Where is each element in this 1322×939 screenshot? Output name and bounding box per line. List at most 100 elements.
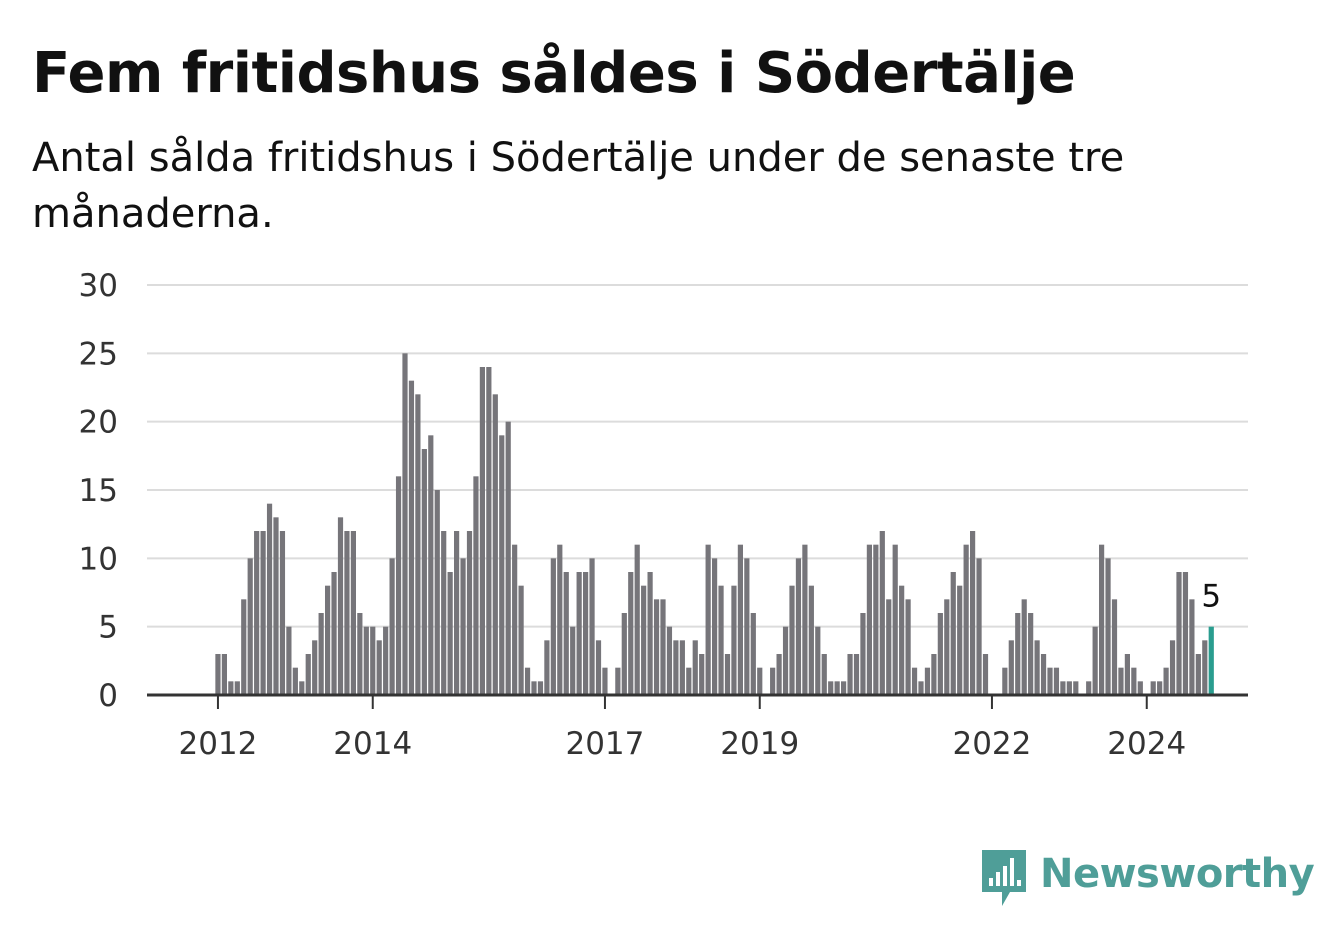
bar	[653, 599, 660, 695]
bar	[460, 558, 466, 695]
y-tick-label: 25	[79, 336, 118, 372]
bar	[718, 585, 724, 695]
bar	[866, 544, 872, 695]
y-tick-label: 15	[79, 473, 118, 509]
bar	[892, 544, 898, 695]
x-tick-label: 2017	[565, 726, 644, 762]
bar	[1124, 654, 1130, 695]
bar	[886, 599, 892, 695]
bar	[421, 449, 427, 695]
bar	[318, 613, 324, 695]
y-tick-label: 5	[98, 610, 118, 646]
bar	[692, 640, 698, 695]
bar	[408, 380, 415, 695]
x-tick-label: 2014	[333, 726, 412, 762]
bar	[325, 585, 331, 695]
bar	[1099, 544, 1105, 695]
bar	[918, 681, 924, 695]
bar	[537, 681, 544, 695]
chart-title: Fem fritidshus såldes i Södertälje	[32, 41, 1076, 106]
bar	[1008, 640, 1014, 695]
bar-highlight	[1208, 626, 1214, 695]
bar	[337, 517, 344, 695]
bar	[221, 654, 227, 695]
bar	[744, 558, 750, 695]
bar	[737, 544, 743, 695]
bar	[1073, 681, 1079, 695]
bar	[808, 585, 814, 695]
bar	[466, 531, 473, 695]
bar	[815, 626, 821, 695]
bar	[615, 667, 621, 695]
bar	[583, 572, 589, 695]
bar	[383, 626, 389, 695]
bar	[679, 640, 685, 695]
bar	[279, 531, 286, 695]
bar	[1047, 667, 1053, 695]
bar	[486, 367, 492, 695]
bar	[505, 421, 511, 695]
bar	[524, 667, 531, 695]
bar	[944, 599, 950, 695]
bar	[260, 531, 266, 695]
bar	[428, 435, 434, 695]
bar	[499, 435, 505, 695]
bar	[750, 613, 756, 695]
bar	[841, 681, 847, 695]
bar	[1157, 681, 1163, 695]
bar	[931, 654, 937, 695]
bar	[550, 558, 556, 695]
bar	[1150, 681, 1156, 695]
bar	[589, 558, 595, 695]
bar	[982, 654, 989, 695]
bar	[576, 572, 582, 695]
bars	[215, 353, 1214, 695]
bar	[1086, 681, 1092, 695]
bar	[924, 667, 931, 695]
bar	[957, 585, 963, 695]
bar	[1189, 599, 1195, 695]
bar	[1053, 667, 1060, 695]
bar	[241, 599, 247, 695]
bar	[705, 544, 711, 695]
highlight-value-label: 5	[1201, 579, 1221, 615]
bar	[228, 681, 234, 695]
bar	[634, 544, 640, 695]
bar	[621, 613, 627, 695]
bar	[531, 681, 537, 695]
bar	[770, 667, 776, 695]
bar	[1118, 667, 1124, 695]
bar	[757, 667, 763, 695]
bar	[686, 667, 692, 695]
bar	[402, 353, 408, 695]
bar	[699, 654, 705, 695]
bar	[1028, 613, 1034, 695]
bar	[395, 476, 402, 695]
bar	[905, 599, 911, 695]
bar	[312, 640, 318, 695]
bar	[828, 681, 834, 695]
bar	[782, 626, 789, 695]
bar	[266, 503, 273, 695]
bar	[847, 654, 853, 695]
bar	[853, 654, 860, 695]
bar	[376, 640, 382, 695]
bar	[1034, 640, 1040, 695]
bar	[1066, 681, 1072, 695]
gridlines	[147, 284, 1248, 628]
bar	[873, 544, 879, 695]
bar	[937, 613, 943, 695]
y-axis-ticks: 0 5 10 15 20 25 30	[79, 268, 118, 714]
bar	[660, 599, 666, 695]
bar	[286, 626, 292, 695]
bar	[512, 544, 518, 695]
bar	[963, 544, 969, 695]
bar	[570, 626, 576, 695]
bar	[1131, 667, 1137, 695]
logo-text: Newsworthy	[1040, 851, 1315, 897]
bar	[434, 490, 440, 695]
bar	[976, 558, 982, 695]
bar	[666, 626, 673, 695]
bar	[1060, 681, 1066, 695]
bar	[454, 531, 460, 695]
